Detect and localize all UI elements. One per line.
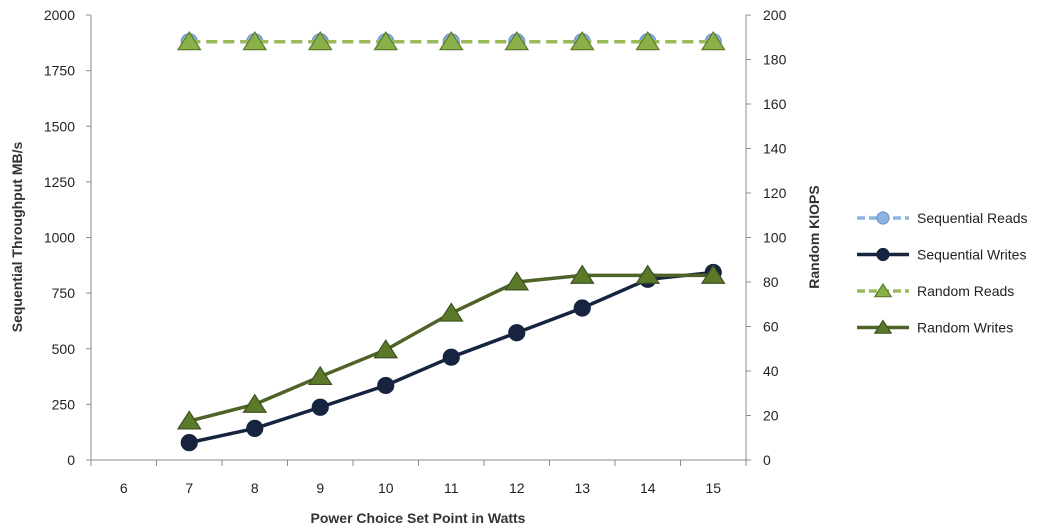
legend-item-sequential-writes: Sequential Writes — [857, 247, 1026, 263]
x-tick-label: 9 — [316, 480, 324, 496]
right-y-tick-label: 40 — [763, 363, 779, 379]
right-y-tick-label: 20 — [763, 408, 779, 424]
left-y-tick-label: 1250 — [44, 174, 75, 190]
left-y-tick-label: 250 — [52, 396, 76, 412]
right-y-tick-label: 80 — [763, 274, 779, 290]
data-point-random-writes — [307, 365, 333, 386]
right-y-tick-label: 160 — [763, 96, 787, 112]
left-y-tick-label: 750 — [52, 285, 76, 301]
data-point-random-writes — [635, 264, 661, 284]
x-tick-label: 7 — [185, 480, 193, 496]
legend-item-random-reads: Random Reads — [857, 282, 1014, 299]
series-random-writes — [176, 264, 726, 430]
legend-marker — [876, 211, 890, 225]
series-line-random-writes — [188, 273, 714, 423]
data-point-random-writes — [176, 410, 202, 430]
series-layer — [176, 30, 726, 452]
x-tick-label: 6 — [120, 480, 128, 496]
legend-label: Random Writes — [917, 320, 1013, 336]
data-point-sequential-writes — [508, 324, 526, 342]
left-y-tick-label: 0 — [67, 452, 75, 468]
right-y-tick-label: 100 — [763, 230, 787, 246]
series-sequential-writes — [180, 263, 722, 452]
x-tick-label: 12 — [509, 480, 525, 496]
legend-item-sequential-reads: Sequential Reads — [857, 210, 1028, 226]
x-tick-label: 10 — [378, 480, 394, 496]
data-point-random-reads — [504, 30, 530, 51]
left-y-tick-label: 500 — [52, 341, 76, 357]
data-point-sequential-writes — [180, 434, 198, 452]
left-y-tick-label: 2000 — [44, 7, 75, 23]
data-point-sequential-writes — [311, 398, 329, 416]
left-y-tick-label: 1750 — [44, 63, 75, 79]
plot-frame — [90, 15, 747, 461]
data-point-random-reads — [438, 30, 464, 51]
legend-marker — [873, 319, 893, 334]
left-y-axis-ticks: 0 250 500 750 1000 1250 1500 1750 2000 — [44, 7, 91, 468]
data-point-random-writes — [242, 393, 268, 413]
right-y-axis-ticks: 0 20 40 60 80 100 120 140 160 180 200 — [746, 7, 787, 468]
data-point-sequential-writes — [442, 348, 460, 366]
data-point-sequential-writes — [246, 419, 264, 438]
data-point-random-reads — [569, 30, 595, 51]
legend-marker — [876, 247, 890, 262]
data-point-random-reads — [307, 30, 333, 51]
right-y-tick-label: 200 — [763, 7, 787, 23]
legend: Sequential Reads Sequential Writes Random … — [857, 210, 1028, 336]
data-point-random-reads — [176, 30, 202, 51]
data-point-random-writes — [700, 264, 726, 284]
right-y-tick-label: 180 — [763, 52, 787, 68]
left-y-tick-label: 1000 — [44, 230, 75, 246]
data-point-random-writes — [438, 302, 464, 322]
x-tick-label: 11 — [444, 480, 459, 496]
right-y-axis-title: Random KIOPS — [806, 185, 822, 288]
data-point-random-reads — [635, 30, 661, 51]
left-y-axis-title: Sequential Throughput MB/s — [9, 142, 25, 333]
left-y-tick-label: 1500 — [44, 118, 75, 134]
data-point-random-writes — [504, 271, 530, 291]
right-y-tick-label: 140 — [763, 141, 787, 157]
data-point-random-writes — [569, 264, 595, 284]
right-y-tick-label: 120 — [763, 185, 787, 201]
legend-label: Random Reads — [917, 283, 1014, 299]
legend-label: Sequential Reads — [917, 210, 1028, 226]
legend-label: Sequential Writes — [917, 247, 1026, 263]
legend-marker — [873, 282, 893, 298]
legend-item-random-writes: Random Writes — [857, 319, 1013, 336]
series-random-reads — [176, 30, 726, 51]
right-y-tick-label: 0 — [763, 452, 771, 468]
x-tick-label: 13 — [574, 480, 590, 496]
x-axis-title: Power Choice Set Point in Watts — [311, 510, 526, 526]
data-point-random-reads — [242, 30, 268, 51]
x-tick-label: 14 — [640, 480, 656, 496]
data-point-random-reads — [373, 30, 399, 51]
data-point-sequential-writes — [573, 299, 591, 317]
x-tick-label: 8 — [251, 480, 259, 496]
data-point-random-writes — [373, 339, 399, 359]
data-point-sequential-writes — [377, 376, 395, 395]
data-point-random-reads — [700, 30, 726, 51]
x-tick-label: 15 — [705, 480, 721, 496]
x-axis-ticks: 6 7 8 9 10 11 12 13 14 15 — [90, 460, 747, 496]
right-y-tick-label: 60 — [763, 319, 779, 335]
